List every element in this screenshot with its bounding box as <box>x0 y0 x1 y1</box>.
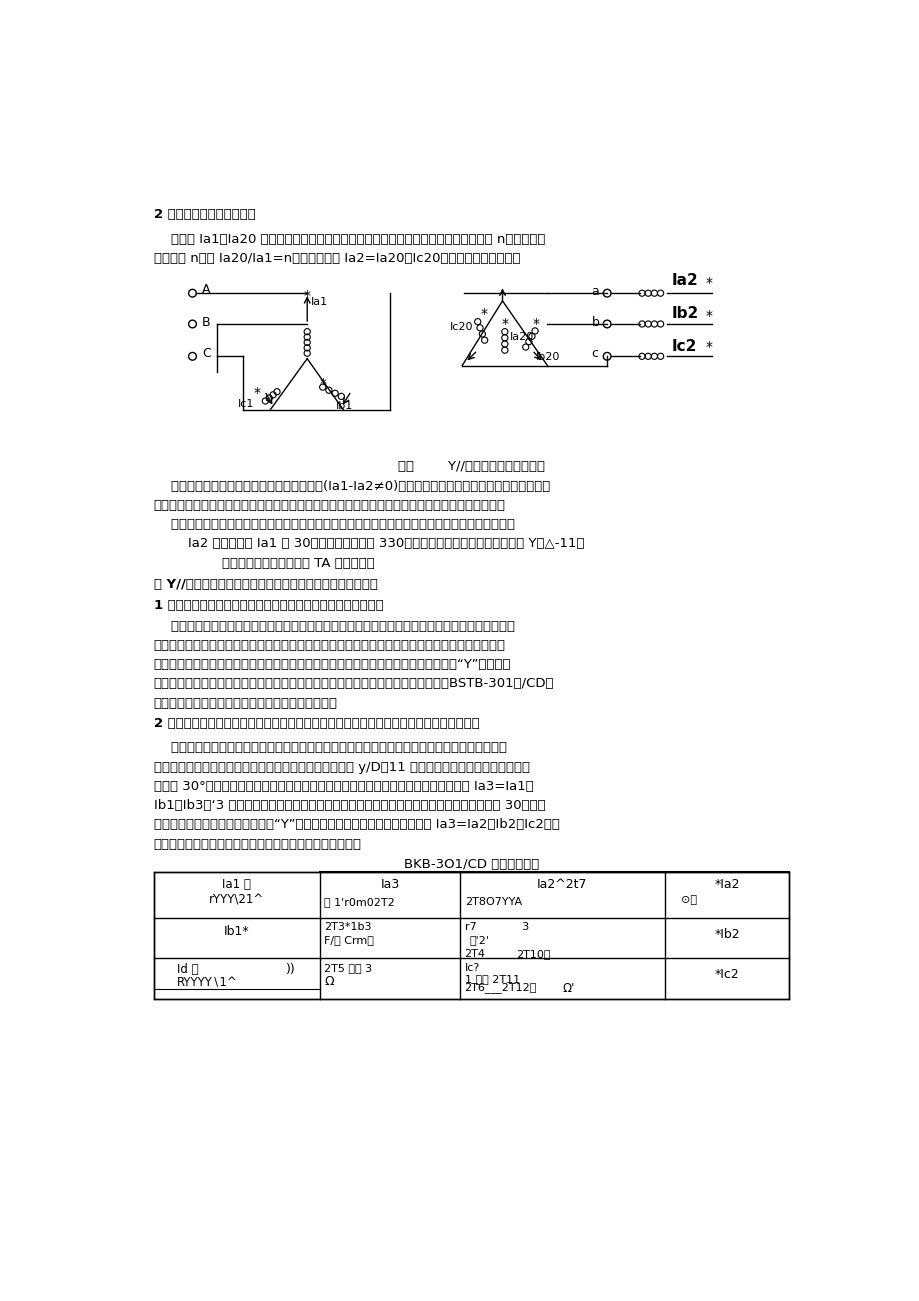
Text: *: * <box>704 340 711 354</box>
Text: *: * <box>480 307 487 321</box>
Text: Ib20: Ib20 <box>535 353 560 363</box>
Text: 图五负荷状态下高低压侧 TA 向量示意图: 图五负荷状态下高低压侧 TA 向量示意图 <box>153 557 374 570</box>
Text: Ic20: Ic20 <box>449 323 472 332</box>
Text: BKB-3O1/CD 微机差动保护: BKB-3O1/CD 微机差动保护 <box>403 859 539 872</box>
Text: 压器低压侧电流互感器的二次侧为“Y”接线时，低压侧流入保护装置的电流为 Ia3=Ia2，Ib2、Ic2，可: 压器低压侧电流互感器的二次侧为“Y”接线时，低压侧流入保护装置的电流为 Ia3=… <box>153 818 559 831</box>
Text: 的变比为 n，则 Ia20/Ia1=n，由图四可见 Ia2=Ia20－Ic20，并且发生相位变化，: 的变比为 n，则 Ia20/Ia1=n，由图四可见 Ia2=Ia20－Ic20，… <box>153 252 519 265</box>
Text: *: * <box>704 308 711 323</box>
Text: *Ia2: *Ia2 <box>714 878 739 891</box>
Text: 2T5 大尺 3: 2T5 大尺 3 <box>323 963 372 973</box>
Text: *: * <box>501 317 508 330</box>
Text: *: * <box>303 289 311 303</box>
Text: Ia2: Ia2 <box>671 273 698 288</box>
Text: r7             3: r7 3 <box>465 922 529 933</box>
Text: 2T6___2T12，: 2T6___2T12， <box>463 982 536 993</box>
Text: RYYYY∖1^: RYYYY∖1^ <box>176 976 237 989</box>
Text: 1 立不 2T11: 1 立不 2T11 <box>465 974 520 984</box>
Text: Ic?: Ic? <box>465 963 480 973</box>
Text: Ia20: Ia20 <box>509 332 533 342</box>
Text: c: c <box>591 347 598 360</box>
Text: Ia2 超前高压侧 Ia1 为 30。，或定义为落后 330。，此时变压器的绕组连接组别为 Y／△-11。: Ia2 超前高压侧 Ia1 为 30。，或定义为落后 330。，此时变压器的绕组… <box>153 537 584 550</box>
Text: *: * <box>253 386 260 401</box>
Text: F/米 Crm；: F/米 Crm； <box>323 934 374 945</box>
Text: Ic1: Ic1 <box>238 398 255 409</box>
Text: 2T4: 2T4 <box>463 950 484 959</box>
Text: A: A <box>201 284 210 297</box>
Text: *: * <box>319 377 326 392</box>
Text: ⊙大: ⊙大 <box>680 895 696 905</box>
Bar <box>153 872 789 999</box>
Text: 次侧接线图。从图中可以看出，变压器的绕组连接组别为 y/D－11 时，变压器高压侧与低压侧电流相: 次侧接线图。从图中可以看出，变压器的绕组连接组别为 y/D－11 时，变压器高压… <box>153 761 529 774</box>
Text: Ia1: Ia1 <box>311 298 328 307</box>
Text: 三 Y//型变压器高压与低压侧电流相位对差动电流计算的影响: 三 Y//型变压器高压与低压侧电流相位对差动电流计算的影响 <box>153 578 377 591</box>
Text: b: b <box>591 316 599 329</box>
Text: 位相差 30°，变压器高压侧电流互感器的二次侧为接线时，高压侧流入保护装置的电流 Ia3=Ia1－: 位相差 30°，变压器高压侧电流互感器的二次侧为接线时，高压侧流入保护装置的电流… <box>153 779 533 792</box>
Text: a: a <box>591 285 598 298</box>
Text: Ia1 幺: Ia1 幺 <box>222 878 251 891</box>
Text: 2 通过电流互感器二次侧接线方式消除变压器高压与低压侧电流相位对差动电流计算的影响: 2 通过电流互感器二次侧接线方式消除变压器高压与低压侧电流相位对差动电流计算的影… <box>153 717 479 730</box>
Text: 幺 1'r0m02T2: 幺 1'r0m02T2 <box>323 896 394 907</box>
Text: 流将反向，图五中向量图分析时为便于理解按负荷电流原副边同方向来表示，图五所示低压侧电流: 流将反向，图五中向量图分析时为便于理解按负荷电流原副边同方向来表示，图五所示低压… <box>153 518 515 531</box>
Text: Ic2: Ic2 <box>671 338 696 354</box>
Text: 图四        Y//变压器电流变换示意图: 图四 Y//变压器电流变换示意图 <box>398 461 544 474</box>
Text: *: * <box>532 317 539 330</box>
Text: 2T8O7YYA: 2T8O7YYA <box>465 896 522 907</box>
Text: 取措施解决。一般有两种解决方案，第一种方案是通过变压器高压侧或低压侧电流互感器的二次侧接: 取措施解决。一般有两种解决方案，第一种方案是通过变压器高压侧或低压侧电流互感器的… <box>153 639 505 652</box>
Text: *: * <box>704 276 711 290</box>
Text: )): )) <box>285 963 295 976</box>
Text: *Ib2: *Ib2 <box>714 929 739 942</box>
Text: Ib1*: Ib1* <box>223 925 249 938</box>
Text: 线形式来进行相位调整；第二种方案是将变压器高压与低压侧电流互感器的二次侧均按“Y”形式接入: 线形式来进行相位调整；第二种方案是将变压器高压与低压侧电流互感器的二次侧均按“Y… <box>153 658 511 671</box>
Text: Ib2: Ib2 <box>671 306 698 321</box>
Text: 图四中 Ia1、Ia20 等分别为变压器按相电流变换示意图，如果变压器原副边匹数比为 n，即变压器: 图四中 Ia1、Ia20 等分别为变压器按相电流变换示意图，如果变压器原副边匹数… <box>153 233 545 246</box>
Text: 2 变压器高低压侧电流变换: 2 变压器高低压侧电流变换 <box>153 208 255 221</box>
Text: Ω: Ω <box>323 974 334 987</box>
Text: Id 洋: Id 洋 <box>176 963 199 976</box>
Text: 以以此类推，变压器低压侧电流互感器一次侧与二次侧电流: 以以此类推，变压器低压侧电流互感器一次侧与二次侧电流 <box>153 838 361 851</box>
Text: *Ic2: *Ic2 <box>714 968 739 981</box>
Text: 由于变压器绕组连接组别不相同，高低压侧电流就会产生相位差，从而产生差流，差动保护必须采: 由于变压器绕组连接组别不相同，高低压侧电流就会产生相位差，从而产生差流，差动保护… <box>153 619 515 632</box>
Text: 练'2': 练'2' <box>470 934 490 945</box>
Text: Ia2^2t7: Ia2^2t7 <box>537 878 587 891</box>
Text: 如图五所示。如果变压器原副边极性端标称按通用标准，指向变压器内部为正方向，带负荷时两侧电: 如图五所示。如果变压器原副边极性端标称按通用标准，指向变压器内部为正方向，带负荷… <box>153 498 505 511</box>
Text: 2T10，: 2T10， <box>516 950 550 959</box>
Text: Ω': Ω' <box>562 982 574 995</box>
Text: 显然两侧同相电流正常带负荷时将产生差流(Ia1-Ia2≠0)。两侧正常带对称负荷时原副边电流矢量图: 显然两侧同相电流正常带负荷时将产生差流(Ia1-Ia2≠0)。两侧正常带对称负荷… <box>153 480 550 493</box>
Text: 1 变压器高压与低压侧电流相位对差动电流计算影响的解决方案: 1 变压器高压与低压侧电流相位对差动电流计算影响的解决方案 <box>153 598 383 611</box>
Text: 2T3*1b3: 2T3*1b3 <box>323 922 371 933</box>
Text: Ib1: Ib1 <box>335 401 353 411</box>
Text: 差动保护装置对这两种方法通过定値设置都能适应。: 差动保护装置对这两种方法通过定値设置都能适应。 <box>153 696 337 709</box>
Text: Ib1，Ib3、‘3 可以以此类推，变压器高压侧电流互感器一次侧与二次侧电流的相位就会相差 30。。变: Ib1，Ib3、‘3 可以以此类推，变压器高压侧电流互感器一次侧与二次侧电流的相… <box>153 799 545 812</box>
Text: Ia3: Ia3 <box>380 878 400 891</box>
Text: rYYY\21^: rYYY\21^ <box>209 892 264 905</box>
Text: B: B <box>201 316 210 329</box>
Text: C: C <box>201 347 210 360</box>
Text: 图六为通过变压器高压侧或低压侧电流互感器的二次侧接线形式来进行相位调整的电流互感器二: 图六为通过变压器高压侧或低压侧电流互感器的二次侧接线形式来进行相位调整的电流互感… <box>153 742 506 755</box>
Text: 差动保护装置，微机保护由软件通过计算方法来消除由于高低压侧相位差产生差流。BSTB-301（/CD）: 差动保护装置，微机保护由软件通过计算方法来消除由于高低压侧相位差产生差流。BST… <box>153 678 553 691</box>
